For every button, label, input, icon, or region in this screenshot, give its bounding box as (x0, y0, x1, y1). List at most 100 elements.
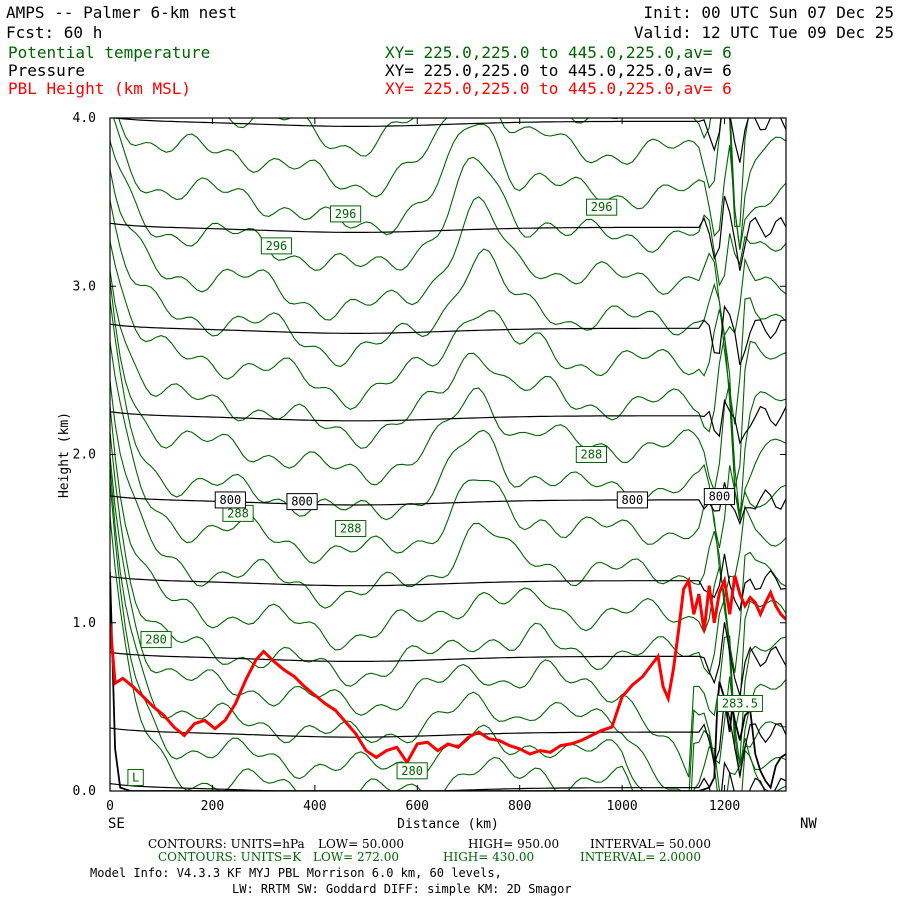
theta-contour-line (110, 516, 786, 791)
theta-contour-line (118, 118, 786, 250)
theta-contour-line (110, 280, 786, 520)
pressure-contour-interval: INTERVAL= 50.000 (590, 837, 711, 851)
valid-time: Valid: 12 UTC Tue 09 Dec 25 (634, 23, 894, 42)
contour-label-box (716, 695, 763, 713)
pressure-contour-line (110, 118, 786, 163)
pressure-contour-low: LOW= 50.000 (318, 837, 404, 851)
theta-contour-low: LOW= 272.00 (313, 850, 399, 864)
x-tick-label: 200 (201, 799, 224, 814)
contour-label-theta: 283.5 (716, 695, 763, 713)
contour-label-box (140, 631, 172, 649)
field-theta-name: Potential temperature (8, 43, 210, 62)
x-axis: 0 200 400 600 800 1000 1200 (106, 118, 740, 814)
pressure-contour-line (110, 553, 786, 612)
contour-label-box (335, 520, 367, 538)
chart-title: AMPS -- Palmer 6-km nest (6, 3, 237, 22)
x-left-end-label: SE (108, 816, 125, 832)
contour-label-theta: 288 (575, 446, 607, 463)
forecast-hour: Fcst: 60 h (6, 23, 102, 42)
contour-label-box (329, 205, 362, 223)
model-info: Model Info: V4.3.3 KF MYJ PBL Morrison 6… (90, 866, 572, 896)
contour-label-text: 280 (401, 764, 423, 778)
x-tick-label: 1000 (606, 799, 637, 814)
theta-contour-line (110, 380, 786, 673)
pressure-contour-line (110, 195, 786, 271)
x-tick-label: 0 (106, 799, 114, 814)
model-info-line-1: Model Info: V4.3.3 KF MYJ PBL Morrison 6… (90, 866, 502, 880)
contour-label-theta: 296 (260, 237, 293, 255)
theta-contour-line (110, 300, 786, 549)
contour-label-box (396, 762, 428, 780)
header: AMPS -- Palmer 6-km nest Init: 00 UTC Su… (6, 3, 894, 98)
x-tick-label: 800 (508, 799, 531, 814)
contour-label-text: 800 (709, 490, 731, 504)
theta-contour-line (110, 169, 786, 337)
contour-label-text: 288 (581, 448, 603, 462)
theta-contour-high: HIGH= 430.00 (443, 850, 534, 864)
pressure-contour-line (110, 698, 786, 777)
field-pressure-name: Pressure (8, 61, 85, 80)
contour-label-box (286, 493, 318, 511)
y-axis-title: Height (km) (57, 412, 72, 498)
contour-label-text: 283.5 (722, 697, 758, 711)
contour-label-text: 296 (266, 239, 288, 253)
terrain-line (110, 572, 786, 791)
contour-label-pressure: 800 (616, 491, 648, 509)
contour-label-text: 280 (145, 633, 167, 647)
y-axis: 0.0 1.0 2.0 3.0 4.0 (73, 111, 786, 799)
pressure-contour-line (110, 482, 786, 526)
contour-label-theta: 288 (222, 504, 254, 522)
theta-contour-line (110, 341, 786, 598)
pressure-contours (110, 118, 786, 791)
contour-label-text: 800 (622, 493, 644, 507)
theta-contour-line (110, 270, 786, 521)
contour-label-text: 288 (227, 506, 249, 520)
theta-contour-line (110, 140, 786, 287)
pressure-contour-high: HIGH= 950.00 (468, 837, 559, 851)
x-tick-label: 1200 (709, 799, 740, 814)
contour-label-theta: L (127, 769, 144, 787)
y-tick-label: 4.0 (73, 111, 96, 126)
theta-contour-units: CONTOURS: UNITS=K (158, 850, 302, 864)
theta-contour-line (110, 432, 786, 762)
y-tick-label: 3.0 (73, 279, 96, 294)
contour-label-box (127, 769, 144, 787)
contour-label-box (260, 237, 293, 255)
y-tick-label: 1.0 (73, 616, 96, 631)
contour-label-text: 800 (220, 493, 242, 507)
field-pbl-xy: XY= 225.0,225.0 to 445.0,225.0,av= 6 (385, 79, 732, 98)
pressure-contour-units: CONTOURS: UNITS=hPa (148, 837, 305, 851)
plot-frame (109, 117, 787, 792)
pressure-contour-line (110, 621, 786, 696)
theta-contour-line (110, 455, 786, 779)
pbl-height-line (110, 575, 786, 766)
x-tick-label: 400 (303, 799, 326, 814)
contour-label-box (575, 446, 607, 463)
field-pbl-name: PBL Height (km MSL) (8, 79, 191, 98)
theta-contour-line (110, 199, 786, 425)
contour-label-text: L (132, 771, 139, 785)
contour-label-box (703, 488, 736, 506)
theta-contour-line (110, 241, 786, 489)
footer: CONTOURS: UNITS=hPa LOW= 50.000 HIGH= 95… (148, 837, 711, 864)
terrain-series (110, 572, 786, 791)
y-tick-label: 2.0 (73, 448, 96, 463)
theta-contour-line (110, 466, 786, 791)
contour-label-theta: 280 (140, 631, 172, 649)
contour-label-box (214, 491, 246, 509)
contour-label-pressure: 800 (286, 493, 318, 511)
theta-contour-interval: INTERVAL= 2.0000 (580, 850, 701, 864)
contour-label-text: 296 (591, 200, 613, 214)
x-right-end-label: NW (800, 816, 817, 832)
pbl-height-series (110, 575, 786, 766)
init-time: Init: 00 UTC Sun 07 Dec 25 (644, 3, 894, 22)
contour-label-text: 800 (291, 495, 313, 509)
theta-contours (110, 118, 786, 791)
contour-label-theta: 288 (335, 520, 367, 538)
pressure-contour-line (110, 304, 786, 366)
model-info-line-2: LW: RRTM SW: Goddard DIFF: simple KM: 2D… (232, 882, 572, 896)
theta-contour-line (110, 405, 786, 733)
field-pressure-xy: XY= 225.0,225.0 to 445.0,225.0,av= 6 (385, 61, 732, 80)
contour-label-theta: 296 (329, 205, 362, 223)
contour-label-text: 288 (340, 522, 362, 536)
